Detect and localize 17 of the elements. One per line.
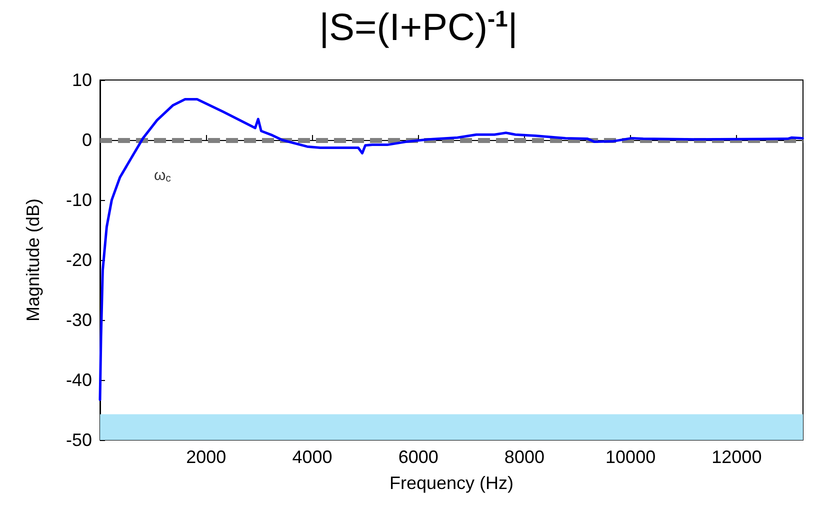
x-tick-label: 8000 [504, 447, 544, 467]
y-tick-label: -40 [66, 370, 92, 390]
line-series [98, 98, 804, 402]
y-tick-label: -10 [66, 190, 92, 210]
y-tick-label: 0 [82, 130, 92, 150]
x-axis-title: Frequency (Hz) [389, 473, 514, 493]
x-tick-label: 6000 [398, 447, 438, 467]
y-axis-title: Magnitude (dB) [23, 198, 43, 322]
y-tick-label: -20 [66, 250, 92, 270]
annotation: ωc [154, 167, 171, 184]
y-tick-label: -30 [66, 310, 92, 330]
x-tick-label: 2000 [186, 447, 226, 467]
x-tick-label: 12000 [712, 447, 762, 467]
x-tick-label: 10000 [606, 447, 656, 467]
x-tick-label: 4000 [292, 447, 332, 467]
y-tick-label: -50 [66, 430, 92, 450]
y-tick-label: 10 [72, 70, 92, 90]
